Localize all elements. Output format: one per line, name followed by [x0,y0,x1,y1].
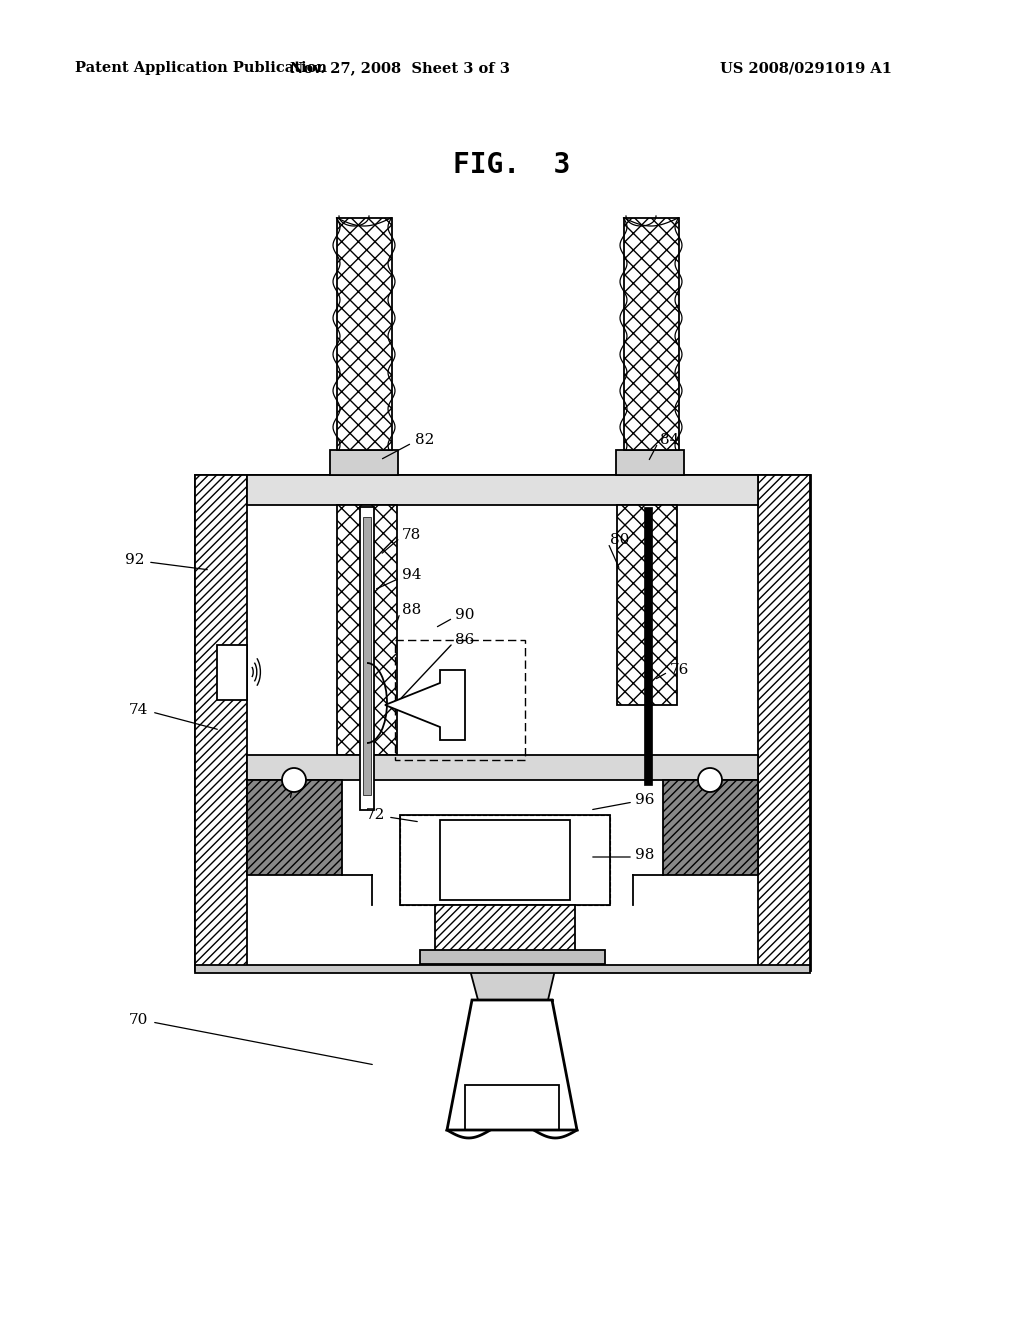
Text: 82: 82 [415,433,434,447]
Text: 74: 74 [129,704,148,717]
Circle shape [282,768,306,792]
Text: 94: 94 [402,568,422,582]
Bar [400,814,610,906]
Bar [758,475,810,970]
Bar [337,218,391,450]
Bar [337,506,397,755]
Text: Patent Application Publication: Patent Application Publication [75,61,327,75]
Bar [362,517,371,795]
Bar [503,960,521,987]
Bar [195,965,810,973]
Bar [465,1085,559,1130]
Bar [395,640,525,760]
Circle shape [698,768,722,792]
Text: 98: 98 [635,847,654,862]
Bar [435,906,575,960]
Text: 86: 86 [455,634,474,647]
Text: 80: 80 [610,533,630,546]
Text: US 2008/0291019 A1: US 2008/0291019 A1 [720,61,892,75]
Bar [663,780,758,875]
Text: 88: 88 [402,603,421,616]
Text: 78: 78 [402,528,421,543]
Bar [440,820,570,900]
Bar [400,814,610,906]
Polygon shape [447,1001,577,1130]
Bar [247,755,758,780]
Bar [195,475,810,970]
Bar [360,507,374,810]
Text: Nov. 27, 2008  Sheet 3 of 3: Nov. 27, 2008 Sheet 3 of 3 [290,61,510,75]
Bar [247,780,342,875]
Text: 92: 92 [126,553,145,568]
Text: 72: 72 [366,808,385,822]
Text: 76: 76 [670,663,689,677]
Bar [195,475,247,970]
Bar [617,506,677,705]
Polygon shape [385,671,465,741]
Text: 70: 70 [129,1012,148,1027]
Bar [616,450,684,475]
Text: 84: 84 [660,433,679,447]
Text: 90: 90 [455,609,474,622]
Bar [247,475,758,506]
Bar [217,645,247,700]
Text: FIG.  3: FIG. 3 [454,150,570,180]
Bar [420,950,605,964]
Bar [644,507,652,785]
Bar [624,218,679,450]
Polygon shape [470,970,555,1001]
Bar [330,450,398,475]
Text: 96: 96 [635,793,654,807]
